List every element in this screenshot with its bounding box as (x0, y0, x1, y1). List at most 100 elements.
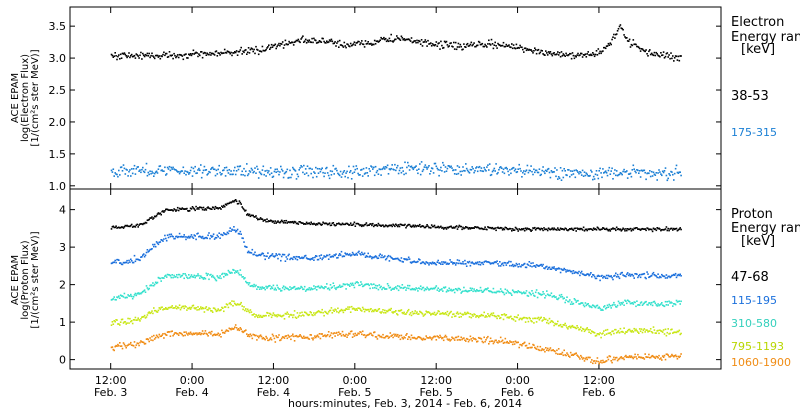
data-point (457, 287, 460, 290)
data-point (488, 226, 490, 229)
data-point (361, 306, 364, 309)
data-point (200, 207, 203, 209)
data-point (406, 259, 408, 261)
data-point (238, 200, 241, 202)
data-point (538, 168, 541, 170)
data-point (495, 261, 497, 264)
data-point (297, 287, 300, 289)
data-point (280, 255, 283, 258)
data-point (299, 287, 301, 290)
data-point (624, 332, 626, 335)
data-point (678, 171, 681, 173)
data-point (650, 52, 653, 55)
data-point (142, 223, 144, 226)
data-point (310, 334, 312, 336)
data-point (312, 41, 314, 44)
data-point (523, 341, 526, 344)
data-point (223, 48, 226, 51)
data-point (279, 171, 281, 173)
data-point (514, 320, 517, 322)
data-point (373, 310, 375, 313)
data-point (409, 225, 412, 227)
data-point (561, 55, 564, 57)
data-point (490, 173, 493, 176)
data-point (364, 336, 367, 339)
data-point (545, 228, 547, 230)
data-point (546, 228, 548, 231)
data-point (118, 259, 120, 261)
data-point (220, 336, 222, 338)
data-point (165, 239, 168, 242)
data-point (542, 229, 544, 232)
data-point (608, 44, 611, 46)
data-point (546, 170, 548, 172)
data-point (550, 349, 553, 352)
data-point (463, 313, 465, 316)
data-point (147, 338, 150, 341)
data-point (180, 170, 183, 172)
data-point (458, 166, 461, 168)
data-point (366, 255, 369, 258)
data-point (187, 57, 189, 59)
data-point (125, 261, 127, 264)
data-point (185, 331, 187, 333)
data-point (601, 274, 603, 277)
data-point (221, 329, 223, 332)
xtick-time-label: 12:00 (420, 374, 452, 387)
data-point (513, 343, 516, 345)
data-point (155, 170, 158, 173)
data-point (411, 225, 414, 228)
data-point (575, 271, 577, 274)
data-point (295, 255, 298, 258)
data-point (202, 52, 205, 55)
data-point (160, 306, 162, 309)
electron-legend-subtitle: Energy ran (731, 30, 800, 45)
data-point (615, 33, 618, 35)
data-point (590, 272, 592, 274)
data-point (110, 324, 113, 326)
data-point (140, 256, 142, 258)
data-point (188, 333, 191, 335)
data-point (380, 285, 382, 288)
data-point (410, 334, 413, 337)
data-point (304, 168, 307, 170)
data-point (430, 227, 432, 229)
data-point (607, 358, 610, 361)
data-point (342, 46, 345, 48)
data-point (337, 172, 339, 175)
data-point (547, 294, 550, 296)
data-point (526, 164, 529, 167)
data-point (671, 57, 673, 60)
data-point (112, 298, 115, 300)
data-point (478, 227, 481, 230)
data-point (509, 168, 511, 171)
data-point (588, 175, 590, 177)
data-point (548, 266, 551, 269)
data-point (603, 330, 605, 332)
data-point (631, 302, 634, 304)
data-point (300, 165, 302, 167)
data-point (308, 222, 311, 224)
data-point (626, 329, 629, 332)
data-point (476, 166, 478, 168)
data-point (495, 163, 497, 165)
data-point (205, 209, 208, 211)
data-point (667, 177, 669, 180)
data-point (390, 33, 392, 36)
data-point (222, 234, 224, 237)
data-point (158, 307, 161, 309)
data-point (514, 168, 517, 170)
data-point (417, 224, 419, 227)
electron-points (110, 24, 682, 182)
data-point (292, 222, 295, 224)
data-point (226, 169, 229, 172)
data-point (176, 209, 178, 211)
data-point (633, 327, 635, 330)
data-point (640, 169, 643, 172)
data-point (227, 306, 230, 309)
data-point (437, 287, 439, 289)
data-point (121, 347, 124, 350)
data-point (152, 218, 154, 220)
data-point (247, 310, 250, 312)
data-point (436, 289, 439, 291)
